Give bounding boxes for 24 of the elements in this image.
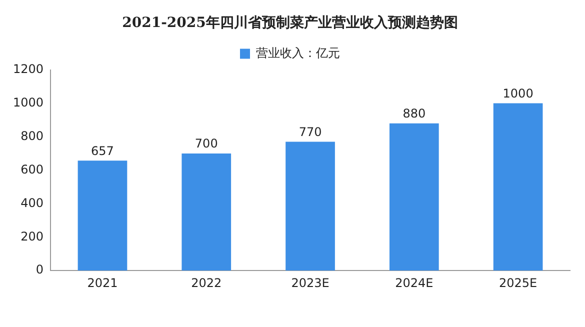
data-label: 880 — [402, 106, 426, 120]
bar — [389, 123, 439, 271]
x-tick-label: 2024E — [395, 276, 434, 290]
y-tick-label: 800 — [20, 128, 44, 143]
y-tick-label: 1200 — [12, 62, 44, 76]
chart-title: 2021-2025年四川省预制菜产业营业收入预测趋势图 — [122, 14, 458, 32]
y-tick-label: 200 — [20, 229, 44, 244]
y-tick-label: 400 — [20, 196, 44, 210]
x-tick-label: 2022 — [191, 276, 222, 290]
bar — [286, 142, 335, 271]
bar — [493, 103, 543, 271]
legend-label: 营业收入：亿元 — [256, 46, 340, 60]
y-tick-label: 600 — [20, 162, 44, 176]
x-tick-label: 2025E — [498, 276, 538, 290]
x-tick-label: 2021 — [87, 276, 118, 290]
data-label: 700 — [194, 136, 218, 151]
y-tick-label: 1000 — [12, 95, 44, 110]
bar — [182, 153, 232, 271]
data-label: 770 — [298, 124, 322, 139]
data-label: 1000 — [502, 86, 534, 100]
x-tick-label: 2023E — [291, 276, 330, 290]
y-tick-label: 0 — [36, 262, 44, 277]
bar — [78, 160, 128, 271]
data-label: 657 — [91, 144, 114, 158]
